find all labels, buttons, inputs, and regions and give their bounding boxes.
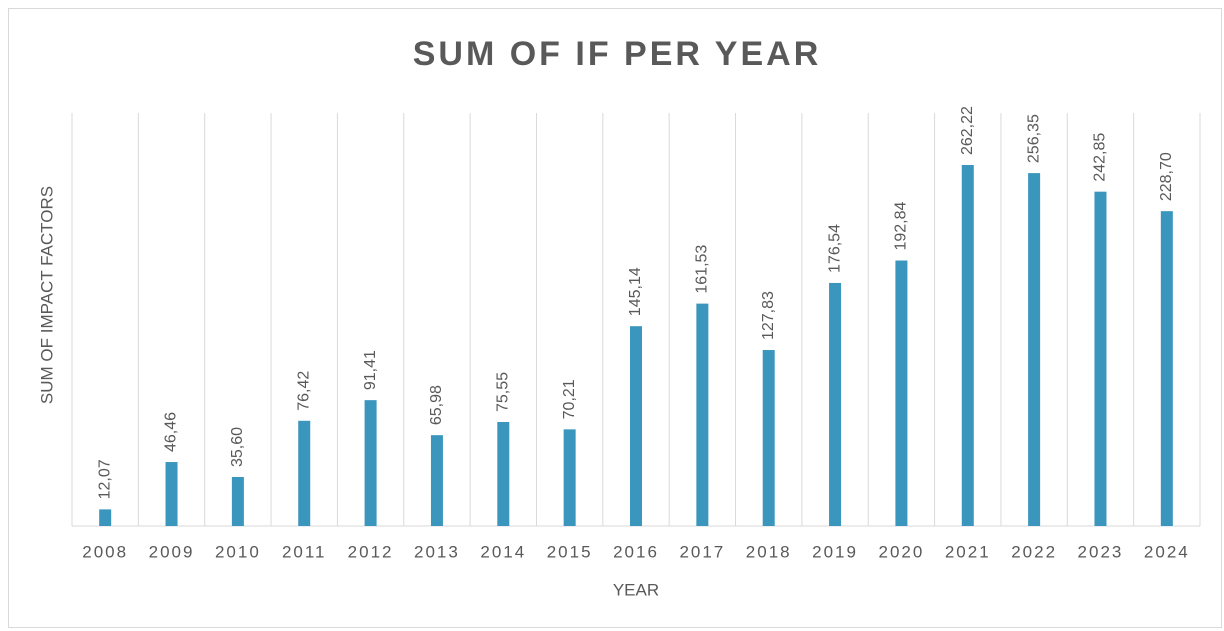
bar (895, 260, 908, 526)
data-label: 228,70 (1158, 152, 1175, 201)
bar (231, 476, 244, 526)
x-tick-label: 2010 (215, 542, 261, 561)
data-label: 145,14 (627, 267, 644, 316)
bar (165, 462, 178, 526)
data-label: 70,21 (561, 379, 578, 419)
data-label: 176,54 (826, 224, 843, 273)
x-tick-label: 2022 (1011, 542, 1057, 561)
data-label: 242,85 (1092, 133, 1109, 182)
bar (696, 303, 709, 526)
x-tick-label: 2023 (1078, 542, 1124, 561)
x-tick-label: 2019 (812, 542, 858, 561)
bar (497, 421, 510, 526)
data-label: 65,98 (428, 385, 445, 425)
bar (563, 429, 576, 526)
bar (1160, 211, 1173, 527)
data-label: 192,84 (893, 201, 910, 250)
x-tick-label: 2020 (878, 542, 924, 561)
bar (630, 326, 642, 526)
bar (961, 165, 974, 526)
bar (1028, 173, 1041, 527)
bar (298, 420, 311, 526)
data-label: 262,22 (959, 106, 976, 155)
data-label: 46,46 (163, 412, 180, 452)
data-label: 76,42 (295, 371, 312, 411)
bar (364, 400, 377, 526)
bar (430, 435, 443, 526)
data-label: 75,55 (495, 372, 512, 412)
x-tick-label: 2015 (547, 542, 593, 561)
bar (99, 509, 112, 526)
x-axis-title: YEAR (613, 580, 659, 599)
x-tick-label: 2017 (679, 542, 725, 561)
y-axis-title: SUM OF IMPACT FACTORS (37, 186, 56, 404)
x-tick-label: 2008 (82, 542, 128, 561)
data-label: 256,35 (1025, 114, 1042, 163)
x-tick-label: 2018 (746, 542, 792, 561)
bar (829, 282, 842, 526)
x-tick-label: 2012 (348, 542, 394, 561)
x-tick-label: 2013 (414, 542, 460, 561)
data-label: 91,41 (362, 350, 379, 390)
chart-title: SUM OF IF PER YEAR (413, 35, 822, 73)
data-label: 161,53 (694, 245, 711, 294)
bar (762, 350, 775, 526)
x-tick-label: 2014 (480, 542, 526, 561)
x-tick-label: 2009 (149, 542, 195, 561)
x-tick-label: 2011 (282, 542, 327, 561)
chart-frame (8, 8, 1222, 628)
x-tick-label: 2021 (945, 542, 991, 561)
data-label: 35,60 (229, 427, 246, 467)
x-tick-label: 2024 (1144, 542, 1190, 561)
data-label: 127,83 (760, 291, 777, 340)
data-label: 12,07 (96, 459, 113, 499)
bar (1094, 191, 1107, 526)
x-tick-label: 2016 (613, 542, 659, 561)
